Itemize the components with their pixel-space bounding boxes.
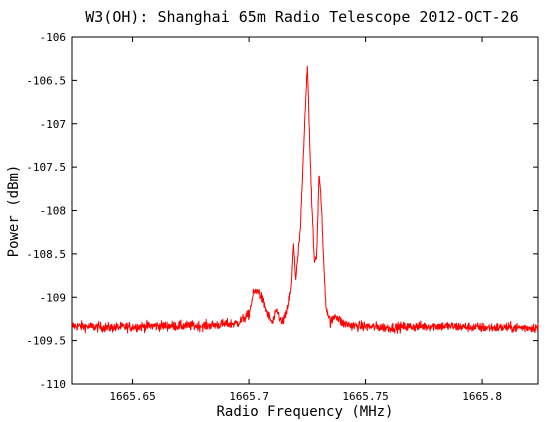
x-axis: 1665.65 1665.7 1665.75 1665.8 xyxy=(109,37,502,403)
x-tick-label: 1665.75 xyxy=(342,390,388,403)
y-tick-label: -108.5 xyxy=(26,248,66,261)
y-tick-label: -107.5 xyxy=(26,161,66,174)
y-tick-label: -110 xyxy=(40,378,67,391)
series-layer xyxy=(71,65,539,334)
x-axis-title: Radio Frequency (MHz) xyxy=(216,404,393,420)
y-tick-label: -108 xyxy=(40,205,67,218)
x-tick-label: 1665.7 xyxy=(229,390,269,403)
y-tick-label: -109.5 xyxy=(26,335,66,348)
y-axis: -106 -106.5 -107 -107.5 -108 -108.5 -109 -109.5… xyxy=(26,31,538,391)
x-tick-label: 1665.8 xyxy=(462,390,502,403)
x-tick-label: 1665.65 xyxy=(109,390,155,403)
y-tick-label: -109 xyxy=(40,291,67,304)
y-tick-label: -107 xyxy=(40,118,67,131)
y-axis-title: Power (dBm) xyxy=(6,165,22,258)
series-line xyxy=(71,65,539,334)
chart-title: W3(OH): Shanghai 65m Radio Telescope 201… xyxy=(85,8,518,26)
y-tick-label: -106 xyxy=(40,31,67,44)
y-tick-label: -106.5 xyxy=(26,74,66,87)
